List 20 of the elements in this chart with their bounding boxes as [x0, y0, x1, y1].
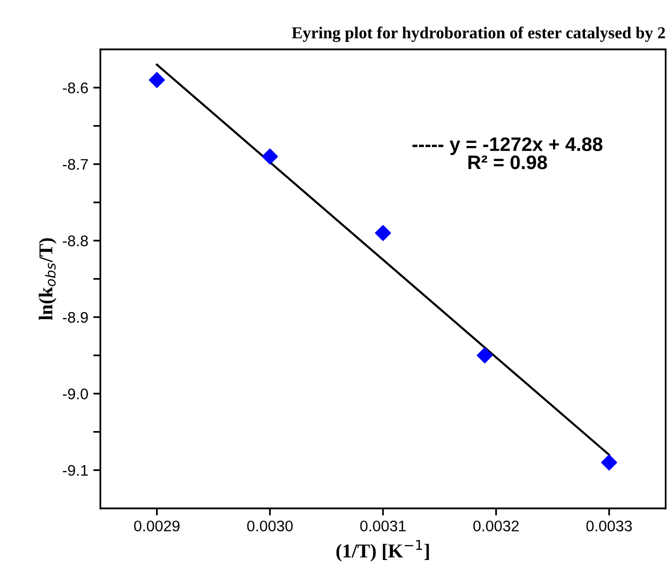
x-tick-label: 0.0032	[473, 520, 519, 532]
x-tick-label: 0.0029	[134, 520, 180, 532]
point	[262, 148, 278, 164]
chart-title: Eyring plot for hydroboration of ester catalysed by 2	[292, 26, 665, 42]
y-tick-label: -8.7	[62, 159, 88, 170]
point	[375, 225, 391, 241]
point	[476, 347, 493, 364]
y-tick-label: -8.9	[62, 312, 88, 323]
y-tick-label: -9.1	[62, 464, 88, 476]
y-tick-label: -9.0	[62, 388, 88, 400]
point	[601, 454, 618, 470]
x-axis-title: (1/T) [K$^{−1}$]	[336, 540, 429, 562]
x-tick-label: 0.0033	[586, 520, 632, 532]
y-tick-label: -8.8	[62, 236, 88, 246]
annotation: ----- y = -1272x + 4.88 R² = 0.98	[412, 137, 602, 170]
point	[148, 72, 165, 88]
y-tick-label: -8.6	[62, 82, 88, 94]
x-tick-label: 0.0031	[360, 520, 406, 532]
y-axis-title: ln(k$_{obs}$/T)	[38, 238, 56, 320]
x-tick-label: 0.0030	[247, 520, 293, 532]
